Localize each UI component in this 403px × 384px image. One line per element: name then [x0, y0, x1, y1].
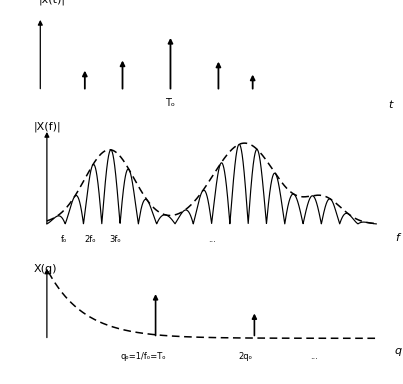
- Text: f: f: [395, 233, 399, 243]
- Text: |X(f)|: |X(f)|: [33, 121, 61, 132]
- Text: 2fₒ: 2fₒ: [84, 235, 96, 244]
- Text: ...: ...: [310, 352, 318, 361]
- Text: |x(t)|: |x(t)|: [39, 0, 66, 5]
- Text: q: q: [395, 346, 402, 356]
- Text: 3fₒ: 3fₒ: [110, 235, 122, 244]
- Text: 2qₒ: 2qₒ: [239, 352, 253, 361]
- Text: ...: ...: [208, 235, 216, 244]
- Text: t: t: [388, 100, 393, 110]
- Text: X(q): X(q): [33, 264, 57, 274]
- Text: qₒ=1/fₒ=Tₒ: qₒ=1/fₒ=Tₒ: [120, 352, 166, 361]
- Text: Tₒ: Tₒ: [166, 98, 175, 108]
- Text: fₒ: fₒ: [61, 235, 67, 244]
